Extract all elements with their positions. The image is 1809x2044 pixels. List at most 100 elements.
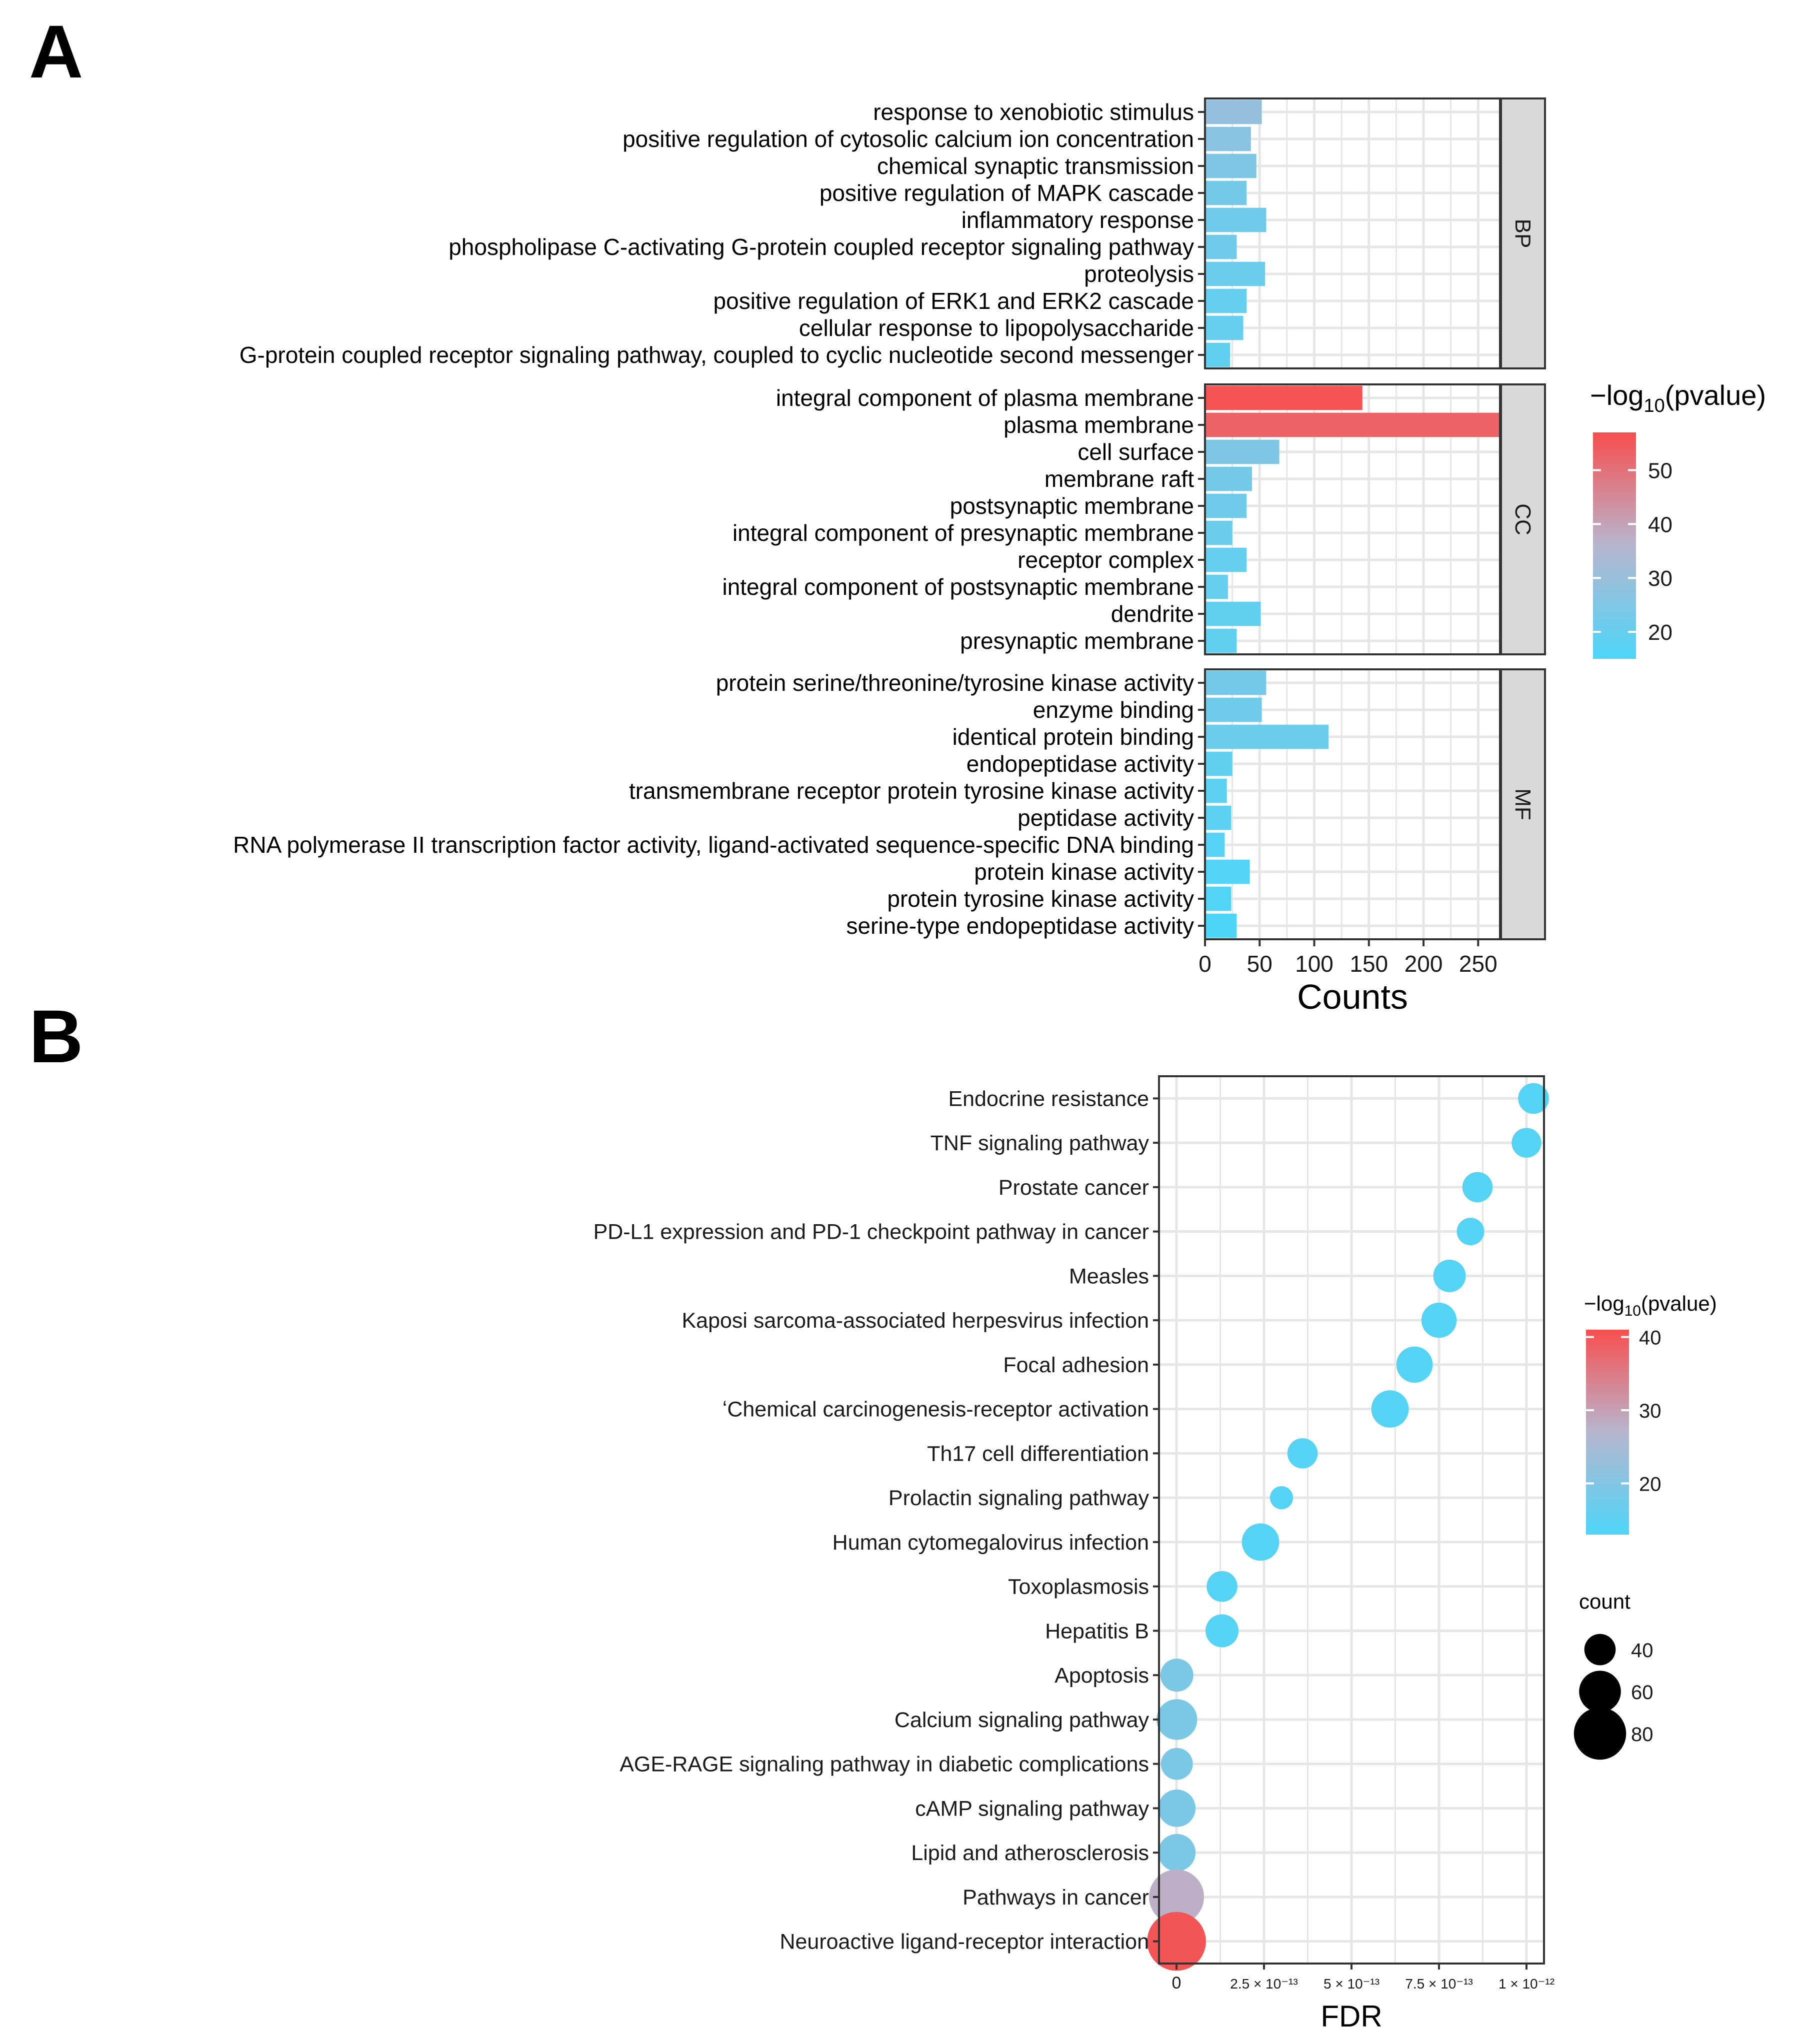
colorbar-legend: −log10(pvalue) 20 30 40 50 bbox=[1590, 379, 1766, 659]
category-label: protein kinase activity bbox=[974, 859, 1194, 885]
data-point bbox=[1160, 1748, 1193, 1780]
bar bbox=[1205, 493, 1247, 518]
bar bbox=[1205, 697, 1262, 722]
category-label: cellular response to lipopolysaccharide bbox=[799, 315, 1194, 341]
data-point bbox=[1518, 1083, 1549, 1114]
bar bbox=[1205, 670, 1266, 695]
category-label: integral component of postsynaptic membr… bbox=[722, 574, 1194, 600]
category-label: identical protein binding bbox=[952, 724, 1194, 750]
go-enrichment-bar-chart: response to xenobiotic stimuluspositive … bbox=[233, 97, 1766, 1016]
category-label: peptidase activity bbox=[1018, 805, 1194, 831]
colorbar bbox=[1586, 1330, 1629, 1535]
category-label: Pathways in cancer bbox=[962, 1886, 1149, 1910]
facet-strip-label: MF bbox=[1510, 788, 1535, 820]
bar bbox=[1205, 601, 1261, 626]
category-label: cAMP signaling pathway bbox=[915, 1797, 1149, 1821]
facet-strip bbox=[1500, 97, 1546, 369]
category-label: chemical synaptic transmission bbox=[877, 153, 1194, 179]
category-label: proteolysis bbox=[1084, 261, 1194, 287]
x-tick-label: 250 bbox=[1459, 951, 1498, 977]
size-legend-label: 40 bbox=[1631, 1640, 1654, 1662]
colorbar bbox=[1593, 432, 1636, 659]
colorbar-tick-label: 20 bbox=[1639, 1474, 1662, 1496]
data-point bbox=[1270, 1486, 1294, 1510]
facet-mf: protein serine/threonine/tyrosine kinase… bbox=[233, 668, 1546, 940]
x-tick-label: 1 × 10⁻¹² bbox=[1498, 1976, 1554, 1992]
x-tick-label: 2.5 × 10⁻¹³ bbox=[1230, 1976, 1298, 1992]
colorbar-tick-label: 30 bbox=[1648, 566, 1672, 591]
category-label: Endocrine resistance bbox=[948, 1087, 1149, 1111]
legend-title: −log10(pvalue) bbox=[1584, 1292, 1717, 1319]
data-point bbox=[1396, 1346, 1433, 1383]
size-legend-label: 80 bbox=[1631, 1724, 1654, 1746]
bar bbox=[1205, 385, 1362, 410]
category-label: membrane raft bbox=[1044, 466, 1194, 492]
category-label: serine-type endopeptidase activity bbox=[846, 913, 1194, 939]
colorbar-legend: −log10(pvalue) 20 30 40 bbox=[1584, 1292, 1717, 1535]
x-axis-title: Counts bbox=[1297, 977, 1408, 1016]
category-label: postsynaptic membrane bbox=[950, 493, 1194, 519]
category-label: Prostate cancer bbox=[998, 1176, 1149, 1200]
bar bbox=[1205, 99, 1262, 124]
category-label: phospholipase C-activating G-protein cou… bbox=[448, 234, 1194, 260]
facet-cc: integral component of plasma membranepla… bbox=[722, 383, 1546, 655]
size-legend-dot bbox=[1579, 1671, 1621, 1713]
data-point bbox=[1160, 1659, 1194, 1692]
category-label: Neuroactive ligand-receptor interaction bbox=[780, 1930, 1149, 1954]
facet-bp: response to xenobiotic stimuluspositive … bbox=[240, 97, 1546, 369]
x-tick-label: 100 bbox=[1295, 951, 1334, 977]
x-tick-label: 5 × 10⁻¹³ bbox=[1324, 1976, 1380, 1992]
bar bbox=[1205, 805, 1232, 830]
bar bbox=[1205, 126, 1251, 151]
category-label: endopeptidase activity bbox=[966, 751, 1194, 777]
bar bbox=[1205, 234, 1237, 259]
size-legend-dot bbox=[1584, 1634, 1616, 1666]
data-point bbox=[1242, 1523, 1280, 1561]
category-label: Apoptosis bbox=[1054, 1664, 1149, 1688]
bar bbox=[1205, 288, 1247, 313]
bar bbox=[1205, 207, 1266, 232]
data-point bbox=[1462, 1172, 1493, 1203]
data-point bbox=[1456, 1218, 1484, 1246]
bar bbox=[1205, 859, 1250, 884]
data-point bbox=[1206, 1571, 1238, 1602]
bar bbox=[1205, 439, 1280, 464]
bar bbox=[1205, 778, 1227, 803]
category-label: positive regulation of MAPK cascade bbox=[820, 180, 1194, 206]
x-tick-label: 150 bbox=[1350, 951, 1388, 977]
category-label: response to xenobiotic stimulus bbox=[873, 99, 1194, 125]
kegg-enrichment-dot-plot: Endocrine resistance TNF signaling pathwa… bbox=[594, 1075, 1717, 2033]
category-label: positive regulation of cytosolic calcium… bbox=[622, 126, 1194, 152]
facet-strip-label: BP bbox=[1510, 219, 1535, 248]
x-tick-label: 0 bbox=[1172, 1974, 1182, 1993]
legend-title: −log10(pvalue) bbox=[1590, 379, 1766, 416]
category-label: G-protein coupled receptor signaling pat… bbox=[240, 342, 1194, 368]
bar bbox=[1205, 261, 1266, 286]
colorbar-tick-label: 40 bbox=[1639, 1327, 1662, 1349]
category-label: inflammatory response bbox=[962, 207, 1194, 233]
bar bbox=[1205, 886, 1232, 911]
bar bbox=[1205, 466, 1252, 491]
data-point bbox=[1433, 1259, 1466, 1292]
data-point bbox=[1206, 1614, 1238, 1648]
colorbar-tick-label: 30 bbox=[1639, 1400, 1662, 1422]
facet-strip bbox=[1500, 383, 1546, 655]
data-point bbox=[1156, 1699, 1198, 1740]
legend-title: count bbox=[1579, 1590, 1630, 1613]
colorbar-tick-label: 40 bbox=[1648, 512, 1672, 537]
data-point bbox=[1147, 1912, 1206, 1971]
category-label: cell surface bbox=[1078, 439, 1194, 465]
bar bbox=[1205, 315, 1244, 340]
category-label: Focal adhesion bbox=[1003, 1353, 1149, 1377]
category-label: Lipid and atherosclerosis bbox=[911, 1841, 1149, 1865]
category-label: Th17 cell differentiation bbox=[927, 1442, 1149, 1466]
category-label: presynaptic membrane bbox=[960, 628, 1194, 654]
data-point bbox=[1158, 1834, 1196, 1872]
facet-strip bbox=[1500, 668, 1546, 940]
x-tick-label: 7.5 × 10⁻¹³ bbox=[1405, 1976, 1472, 1992]
bar bbox=[1205, 913, 1237, 938]
category-label: plasma membrane bbox=[1004, 412, 1194, 438]
category-label: RNA polymerase II transcription factor a… bbox=[233, 832, 1194, 858]
category-label: Toxoplasmosis bbox=[1008, 1575, 1149, 1599]
bar bbox=[1205, 153, 1256, 178]
